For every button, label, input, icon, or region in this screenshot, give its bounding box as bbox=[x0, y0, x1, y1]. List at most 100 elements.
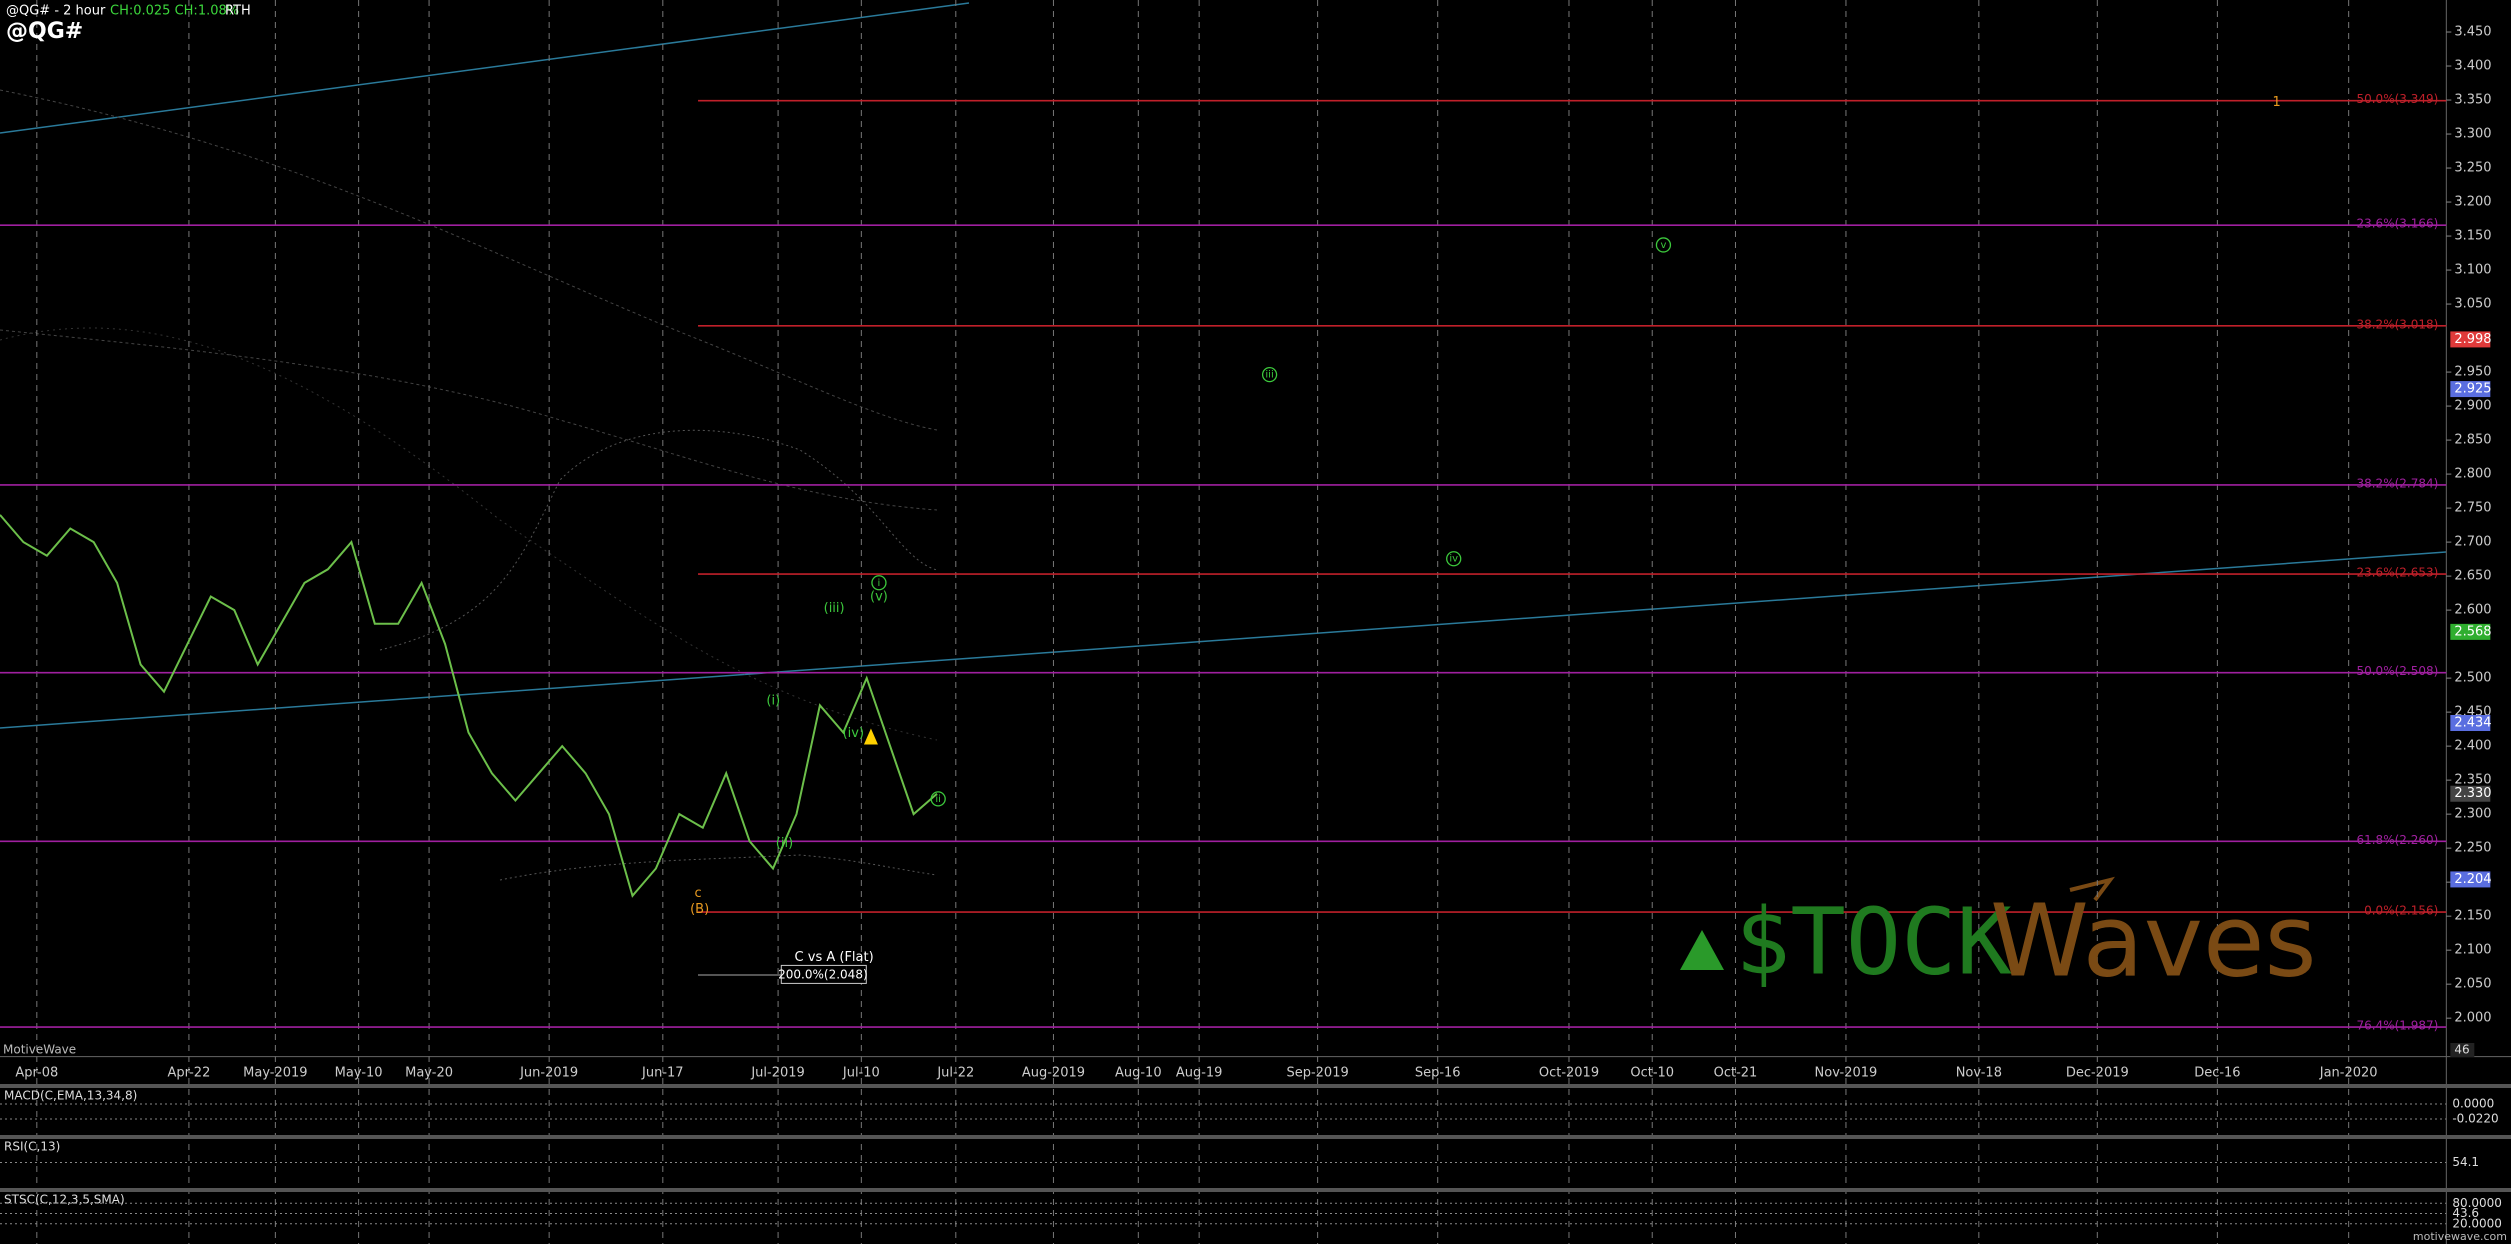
time-label: Jul-22 bbox=[936, 1066, 974, 1081]
y-tick-label: 2.500 bbox=[2454, 671, 2491, 686]
time-label: Oct-21 bbox=[1714, 1066, 1758, 1081]
header-session: RTH bbox=[225, 4, 251, 19]
y-tick-label: 2.950 bbox=[2454, 365, 2491, 380]
logo-arrow bbox=[2069, 876, 2115, 902]
y-tick-label: 2.150 bbox=[2454, 909, 2491, 924]
y-tick-label: 2.100 bbox=[2454, 943, 2491, 958]
fib-label: 38.2%(3.018) bbox=[2356, 317, 2438, 331]
time-label: Sep-2019 bbox=[1286, 1066, 1348, 1081]
time-label: Jun-2019 bbox=[519, 1066, 578, 1081]
time-label: May-20 bbox=[405, 1066, 453, 1081]
time-label: Nov-2019 bbox=[1815, 1066, 1878, 1081]
indicator-value: 54.1 bbox=[2452, 1155, 2479, 1169]
time-label: Aug-10 bbox=[1115, 1066, 1162, 1081]
indicator-name: STSC(C,12,3,5,SMA) bbox=[4, 1193, 125, 1207]
fib-label: 61.8%(2.260) bbox=[2356, 833, 2438, 847]
y-tick-label: 2.750 bbox=[2454, 501, 2491, 516]
wave-label: (iv) bbox=[843, 726, 864, 741]
price-badge bbox=[2450, 623, 2491, 640]
time-label: Jun-17 bbox=[641, 1066, 684, 1081]
time-label: Sep-16 bbox=[1415, 1066, 1461, 1081]
time-label: Aug-19 bbox=[1176, 1066, 1223, 1081]
volume-badge bbox=[2450, 1043, 2475, 1057]
price-badge-label: 2.998 bbox=[2454, 332, 2491, 347]
price-badge-label: 2.204 bbox=[2454, 872, 2491, 887]
y-tick-label: 2.000 bbox=[2454, 1011, 2491, 1026]
trend-line bbox=[0, 2, 970, 134]
logo-left: $TOCK bbox=[1735, 888, 2013, 995]
y-tick-label: 3.400 bbox=[2454, 59, 2491, 74]
indicator-name: RSI(C,13) bbox=[4, 1140, 60, 1154]
fib-label: 38.2%(2.784) bbox=[2356, 476, 2438, 490]
wave-circle bbox=[1261, 366, 1278, 383]
y-tick-label: 3.050 bbox=[2454, 297, 2491, 312]
fib-label: 50.0%(2.508) bbox=[2356, 664, 2438, 678]
indicator-value: 20.0000 bbox=[2452, 1216, 2502, 1230]
header-symbol: @QG# - 2 hour bbox=[6, 4, 106, 19]
panel-separator bbox=[0, 1135, 2511, 1139]
price-badge bbox=[2450, 331, 2491, 348]
time-label: May-10 bbox=[335, 1066, 383, 1081]
alert-marker bbox=[863, 728, 878, 745]
brand: MotiveWave bbox=[3, 1043, 76, 1057]
indicator-value: 43.6 bbox=[2452, 1206, 2479, 1220]
wave-label: v bbox=[1660, 240, 1666, 251]
wave-label: iii bbox=[1265, 370, 1273, 381]
time-label: Dec-2019 bbox=[2066, 1066, 2129, 1081]
wave-label: iv bbox=[1449, 554, 1458, 565]
y-tick-label: 3.250 bbox=[2454, 161, 2491, 176]
time-label: Aug-2019 bbox=[1022, 1066, 1085, 1081]
moving-average bbox=[0, 327, 938, 741]
price-badge-label: 2.925 bbox=[2454, 382, 2491, 397]
trend-line bbox=[0, 551, 2447, 729]
y-tick-label: 2.600 bbox=[2454, 603, 2491, 618]
wave-label: ii bbox=[935, 794, 941, 805]
header-title: @QG# bbox=[6, 19, 83, 44]
fib-label: 23.6%(3.166) bbox=[2356, 217, 2438, 231]
time-label: Jan-2020 bbox=[2319, 1066, 2378, 1081]
projection-label: 200.0%(2.048) bbox=[778, 968, 867, 982]
time-label: Apr-08 bbox=[15, 1066, 58, 1081]
time-label: Jul-2019 bbox=[750, 1066, 804, 1081]
wave-label: (iii) bbox=[824, 601, 845, 616]
y-tick-label: 3.200 bbox=[2454, 195, 2491, 210]
y-tick-label: 3.150 bbox=[2454, 229, 2491, 244]
y-tick-label: 2.700 bbox=[2454, 535, 2491, 550]
price-badge-label: 2.330 bbox=[2454, 786, 2491, 801]
wave-circle bbox=[1446, 551, 1462, 567]
wave-label: (B) bbox=[690, 902, 709, 917]
panel-separator bbox=[0, 1084, 2511, 1088]
moving-average bbox=[0, 329, 938, 511]
price-badge bbox=[2450, 381, 2491, 398]
time-label: Oct-2019 bbox=[1539, 1066, 1599, 1081]
y-tick-label: 2.900 bbox=[2454, 399, 2491, 414]
time-label: Dec-16 bbox=[2194, 1066, 2240, 1081]
panel-separator bbox=[0, 1188, 2511, 1192]
time-label: May-2019 bbox=[243, 1066, 307, 1081]
price-badge-label: 2.568 bbox=[2454, 624, 2491, 639]
fib-label: 0.0%(2.156) bbox=[2364, 904, 2438, 918]
footer: motivewave.com bbox=[2413, 1230, 2507, 1243]
wave-circle bbox=[930, 791, 946, 807]
indicator-value: -0.0220 bbox=[2452, 1112, 2498, 1126]
fib-label: 76.4%(1.987) bbox=[2356, 1019, 2438, 1033]
y-tick-label: 2.050 bbox=[2454, 977, 2491, 992]
y-tick-label: 2.850 bbox=[2454, 433, 2491, 448]
time-label: Nov-18 bbox=[1956, 1066, 2002, 1081]
y-tick-label: 2.300 bbox=[2454, 807, 2491, 822]
wave-circle bbox=[871, 575, 887, 591]
price-badge-label: 2.434 bbox=[2454, 716, 2491, 731]
time-label: Apr-22 bbox=[167, 1066, 210, 1081]
projection-title: C vs A (Flat) bbox=[795, 950, 874, 965]
time-label: Oct-10 bbox=[1630, 1066, 1674, 1081]
fib-label: 23.6%(2.653) bbox=[2356, 566, 2438, 580]
y-tick-label: 2.650 bbox=[2454, 569, 2491, 584]
wave-label: 1 bbox=[2272, 95, 2280, 110]
y-tick-label: 3.100 bbox=[2454, 263, 2491, 278]
indicator-value: 80.0000 bbox=[2452, 1196, 2502, 1210]
header-change: CH:0.025 CH:1.08% bbox=[110, 4, 239, 19]
wave-label: c bbox=[694, 886, 701, 901]
